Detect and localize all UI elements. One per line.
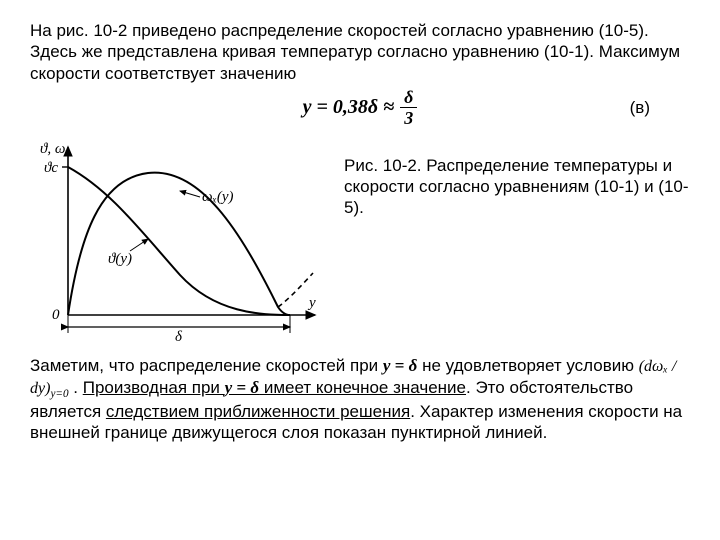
text-frag-c: . — [69, 378, 83, 397]
figure-row: ϑ, ωₓ ϑc 0 y δ ωₓ(y) ϑ(y) Рис. 10-2. Распредел… — [30, 135, 690, 345]
equation-fraction: δ 3 — [400, 88, 417, 127]
equation-lhs: y = 0,38δ ≈ — [303, 95, 395, 120]
svg-text:δ: δ — [175, 329, 183, 345]
svg-text:y: y — [307, 295, 316, 311]
underline-2: следствием приближенности решения — [106, 402, 410, 421]
text-frag-e: имеет конечное значение — [259, 378, 466, 397]
text-frag-d: Производная при — [83, 378, 225, 397]
figure-box: ϑ, ωₓ ϑc 0 y δ ωₓ(y) ϑ(y) — [30, 135, 330, 345]
fraction-numerator: δ — [400, 88, 417, 108]
equation-line: y = 0,38δ ≈ δ 3 (в) — [30, 88, 690, 127]
svg-text:ϑ(y): ϑ(y) — [108, 251, 132, 267]
svg-text:0: 0 — [52, 307, 60, 323]
figure-svg: ϑ, ωₓ ϑc 0 y δ ωₓ(y) ϑ(y) — [30, 135, 330, 345]
text-frag-a: Заметим, что распределение скоростей при — [30, 356, 383, 375]
derivative-sub: y=0 — [50, 388, 68, 400]
svg-text:ωₓ(y): ωₓ(y) — [202, 189, 234, 205]
equation-tag: (в) — [630, 97, 650, 118]
text-frag-b: не удовлетворяет условию — [417, 356, 638, 375]
fraction-denominator: 3 — [404, 108, 413, 127]
paragraph-intro: На рис. 10-2 приведено распределение ско… — [30, 20, 690, 84]
paragraph-note: Заметим, что распределение скоростей при… — [30, 355, 690, 444]
equation: y = 0,38δ ≈ δ 3 — [303, 88, 418, 127]
underline-1: Производная при y = δ имеет конечное зна… — [83, 378, 466, 397]
svg-text:ϑ, ωₓ: ϑ, ωₓ — [40, 141, 70, 157]
figure-caption: Рис. 10-2. Распределение температуры и с… — [344, 135, 690, 219]
y-eq-delta-1: y = δ — [383, 356, 417, 375]
svg-text:ϑc: ϑc — [44, 160, 58, 176]
y-eq-delta-2: y = δ — [225, 378, 259, 397]
